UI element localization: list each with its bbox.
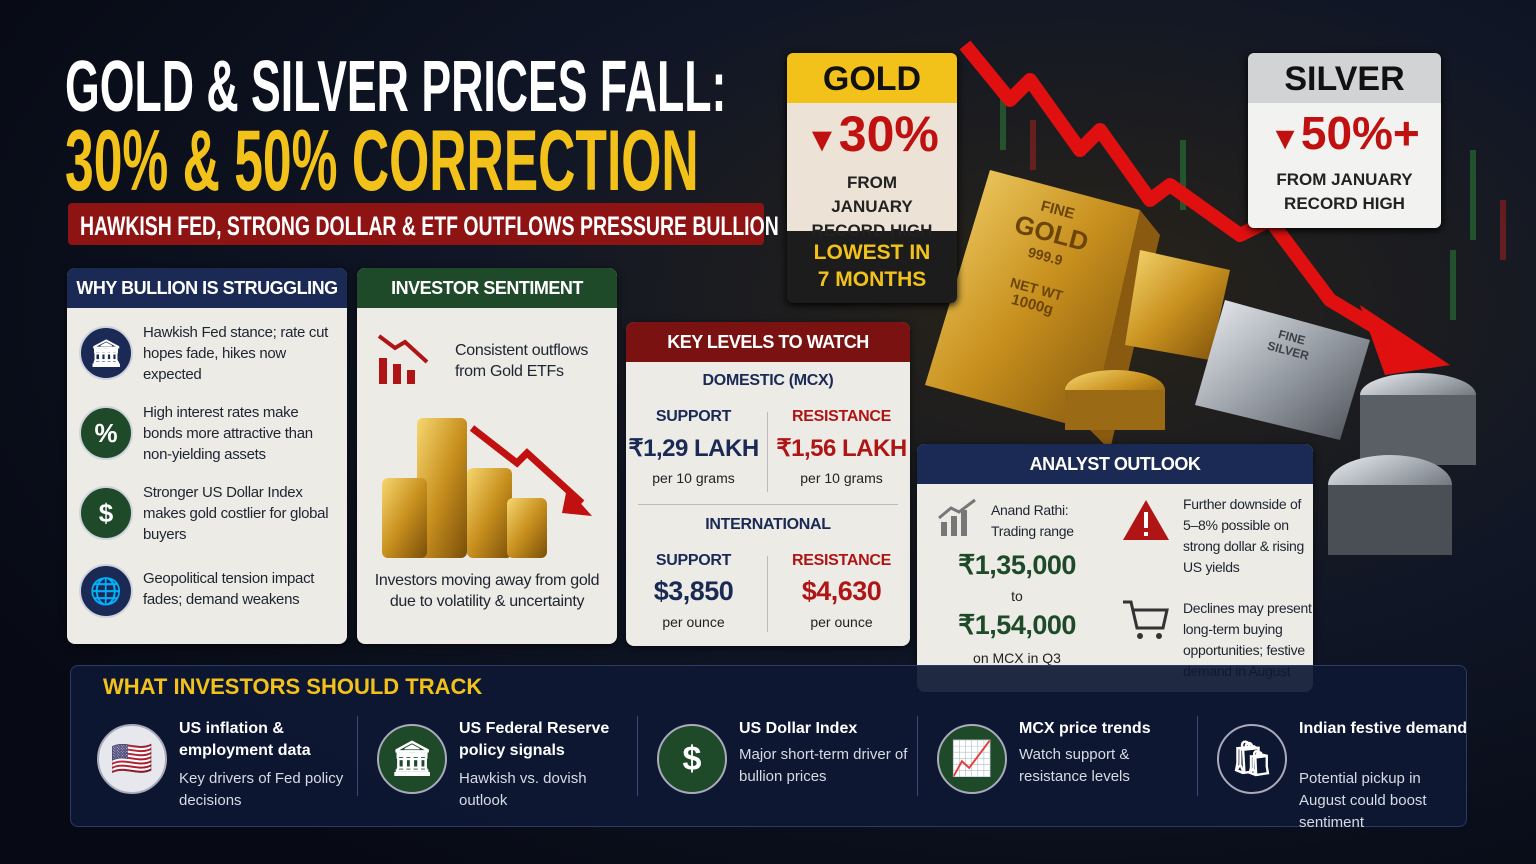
track-item-title: US Dollar Index	[739, 720, 858, 737]
candles	[1000, 90, 1506, 320]
track-icon: 🏛	[377, 724, 447, 794]
divider	[767, 556, 768, 632]
why-panel: WHY BULLION IS STRUGGLING 🏛 Hawkish Fed …	[67, 268, 347, 644]
track-panel: WHAT INVESTORS SHOULD TRACK 🇺🇸 US inflati…	[70, 665, 1467, 831]
track-icon: 🇺🇸	[97, 724, 167, 794]
gold-note: LOWEST IN 7 MONTHS	[787, 231, 957, 303]
gold-caption: FROM JANUARY RECORD HIGH	[811, 173, 933, 240]
section-heading: INTERNATIONAL	[705, 516, 831, 533]
reason: High interest rates make bonds more attr…	[143, 404, 313, 463]
caption: Investors moving away from gold due to v…	[374, 572, 600, 610]
track-icon: 📈	[937, 724, 1007, 794]
sentiment-panel: INVESTOR SENTIMENT Consistent outflows f…	[357, 268, 617, 644]
unit: per 10 grams	[800, 470, 883, 486]
gold-change-value: 30%	[838, 106, 939, 162]
divider	[357, 716, 358, 796]
dollar-icon: $	[79, 486, 133, 540]
track-item-desc: Watch support & resistance levels	[1019, 746, 1130, 785]
divider	[637, 716, 638, 796]
support-label: SUPPORT	[655, 408, 732, 425]
lead: Consistent outflows from Gold ETFs	[455, 342, 589, 380]
range-scope: on MCX in Q3	[973, 650, 1061, 666]
track-item-title: US inflation & employment data	[179, 720, 311, 759]
reason: Geopolitical tension impact fades; deman…	[143, 570, 315, 608]
track-item-title: MCX price trends	[1019, 720, 1151, 737]
silver-coin-stack	[1360, 395, 1476, 465]
silver-box: SILVER ▼50%+ FROM JANUARY RECORD HIGH	[1248, 53, 1441, 228]
track-item-desc: Key drivers of Fed policy decisions	[179, 770, 344, 809]
resistance-value: $4,630	[801, 576, 882, 606]
divider	[1197, 716, 1198, 796]
subtitle-band: HAWKISH FED, STRONG DOLLAR & ETF OUTFLOW…	[68, 203, 779, 245]
reason: Stronger US Dollar Index makes gold cost…	[143, 484, 329, 543]
key-levels-panel: KEY LEVELS TO WATCH DOMESTIC (MCX) SUPPO…	[626, 322, 910, 646]
range-high: ₹1,54,000	[958, 610, 1076, 640]
falling-arrow	[959, 40, 1384, 337]
gold-bar-back	[1125, 250, 1230, 360]
analyst-panel: ANALYST OUTLOOK Anand Rathi: Trading ran…	[917, 444, 1313, 692]
support-label: SUPPORT	[655, 552, 732, 569]
warning-icon	[1123, 500, 1169, 540]
support-value: ₹1,29 LAKH	[628, 435, 759, 462]
track-item-desc: Potential pickup in August could boost s…	[1299, 770, 1427, 831]
arrow-head	[1360, 305, 1450, 375]
falling-chart-icon	[377, 334, 429, 384]
silver-bar	[1195, 300, 1370, 440]
growth-icon	[938, 498, 976, 536]
silver-change-value: 50%+	[1300, 107, 1420, 159]
track-item-desc: Hawkish vs. dovish outlook	[459, 770, 587, 809]
track-title: WHAT INVESTORS SHOULD TRACK	[103, 674, 483, 699]
silver-label: SILVER	[1248, 53, 1441, 103]
resistance-value: ₹1,56 LAKH	[776, 435, 907, 462]
support-value: $3,850	[653, 576, 734, 606]
gold-change: ▼30%	[787, 103, 957, 171]
section-heading: DOMESTIC (MCX)	[702, 372, 834, 389]
gold-body: ▼30% FROM JANUARY RECORD HIGH	[787, 103, 957, 240]
bank-icon: 🏛	[79, 326, 133, 380]
panel-title: KEY LEVELS TO WATCH	[626, 322, 910, 362]
track-icon: 🛍	[1217, 724, 1287, 794]
divider	[638, 504, 898, 505]
panel-title: ANALYST OUTLOOK	[917, 444, 1313, 484]
source: Anand Rathi: Trading range	[991, 502, 1074, 539]
gold-box: GOLD ▼30% FROM JANUARY RECORD HIGH LOWES…	[787, 53, 957, 303]
cart-icon	[1123, 600, 1169, 639]
coins-illustration	[382, 418, 592, 558]
divider	[767, 412, 768, 492]
range-low: ₹1,35,000	[958, 550, 1076, 580]
percent-icon: %	[79, 406, 133, 460]
subtitle: HAWKISH FED, STRONG DOLLAR & ETF OUTFLOW…	[80, 211, 779, 241]
unit: per 10 grams	[652, 470, 735, 486]
track-icon: $	[657, 724, 727, 794]
resistance-label: RESISTANCE	[792, 552, 891, 569]
panel-title: INVESTOR SENTIMENT	[357, 268, 617, 308]
unit: per ounce	[662, 614, 725, 630]
gold-bar	[925, 170, 1140, 430]
silver-coin-stack	[1328, 485, 1452, 555]
globe-icon: 🌐	[79, 564, 133, 618]
range-connector: to	[1011, 588, 1023, 604]
unit: per ounce	[810, 614, 873, 630]
resistance-label: RESISTANCE	[792, 408, 891, 425]
gold-coin-stack	[1065, 390, 1165, 430]
title-highlight: 30% & 50% CORRECTION	[65, 113, 699, 209]
track-item-title: Indian festive demand	[1299, 720, 1468, 737]
silver-body: ▼50%+ FROM JANUARY RECORD HIGH	[1248, 103, 1441, 228]
down-triangle: ▼	[805, 121, 839, 159]
silver-change: ▼50%+	[1248, 103, 1441, 168]
panel-title: WHY BULLION IS STRUGGLING	[67, 268, 347, 308]
silver-caption: FROM JANUARY RECORD HIGH	[1276, 170, 1413, 213]
down-triangle: ▼	[1269, 120, 1301, 156]
track-item-desc: Major short-term driver of bullion price…	[739, 746, 908, 785]
gold-label: GOLD	[787, 53, 957, 103]
track-item-title: US Federal Reserve policy signals	[459, 720, 610, 759]
divider	[917, 716, 918, 796]
title: GOLD & SILVER PRICES FALL:	[65, 47, 727, 127]
reason: Hawkish Fed stance; rate cut hopes fade,…	[143, 324, 329, 383]
outlook-point: Further downside of 5–8% possible on str…	[1183, 496, 1305, 575]
